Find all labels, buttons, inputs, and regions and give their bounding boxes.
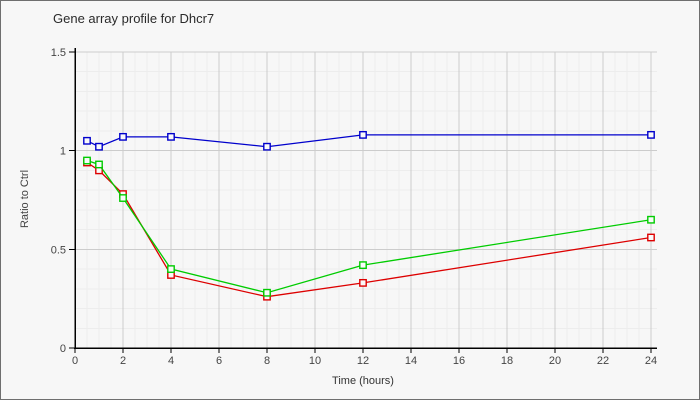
svg-text:6: 6 [216, 355, 222, 367]
marker-green [119, 194, 127, 202]
x-axis-label: Time (hours) [332, 375, 394, 387]
marker-green [95, 160, 103, 169]
marker-blue [359, 130, 367, 139]
axes [69, 48, 657, 353]
series-blue [83, 130, 655, 151]
marker-red [647, 233, 655, 242]
svg-text:2: 2 [120, 355, 126, 367]
marker-green [83, 156, 91, 165]
svg-text:8: 8 [264, 355, 270, 367]
marker-green [263, 288, 271, 297]
chart-title: Gene array profile for Dhcr7 [53, 11, 215, 26]
svg-text:20: 20 [549, 355, 561, 367]
marker-blue [119, 132, 127, 141]
svg-text:0: 0 [72, 355, 78, 367]
svg-text:4: 4 [168, 355, 174, 367]
series-green [83, 156, 655, 297]
marker-blue [263, 142, 271, 151]
marker-blue [83, 136, 91, 145]
svg-text:18: 18 [501, 355, 513, 367]
svg-text:12: 12 [357, 355, 369, 367]
marker-green [647, 215, 655, 224]
svg-text:1: 1 [60, 146, 66, 158]
svg-text:24: 24 [645, 355, 657, 367]
grid-minor [75, 52, 657, 348]
grid-major [75, 51, 657, 348]
marker-blue [647, 130, 655, 139]
svg-text:0.5: 0.5 [51, 244, 66, 256]
x-tick-labels: 0 2 4 6 8 10 12 14 16 18 20 22 24 [72, 355, 657, 367]
svg-text:16: 16 [453, 355, 465, 367]
svg-text:22: 22 [597, 355, 609, 367]
svg-text:10: 10 [309, 355, 321, 367]
svg-text:14: 14 [405, 355, 417, 367]
svg-text:0: 0 [60, 343, 66, 355]
marker-green [167, 265, 175, 273]
marker-red [359, 278, 367, 287]
svg-text:1.5: 1.5 [51, 47, 66, 59]
marker-blue [95, 142, 103, 151]
marker-green [359, 261, 367, 270]
y-tick-labels: 0 0.5 1 1.5 [51, 47, 66, 355]
marker-blue [167, 132, 175, 141]
